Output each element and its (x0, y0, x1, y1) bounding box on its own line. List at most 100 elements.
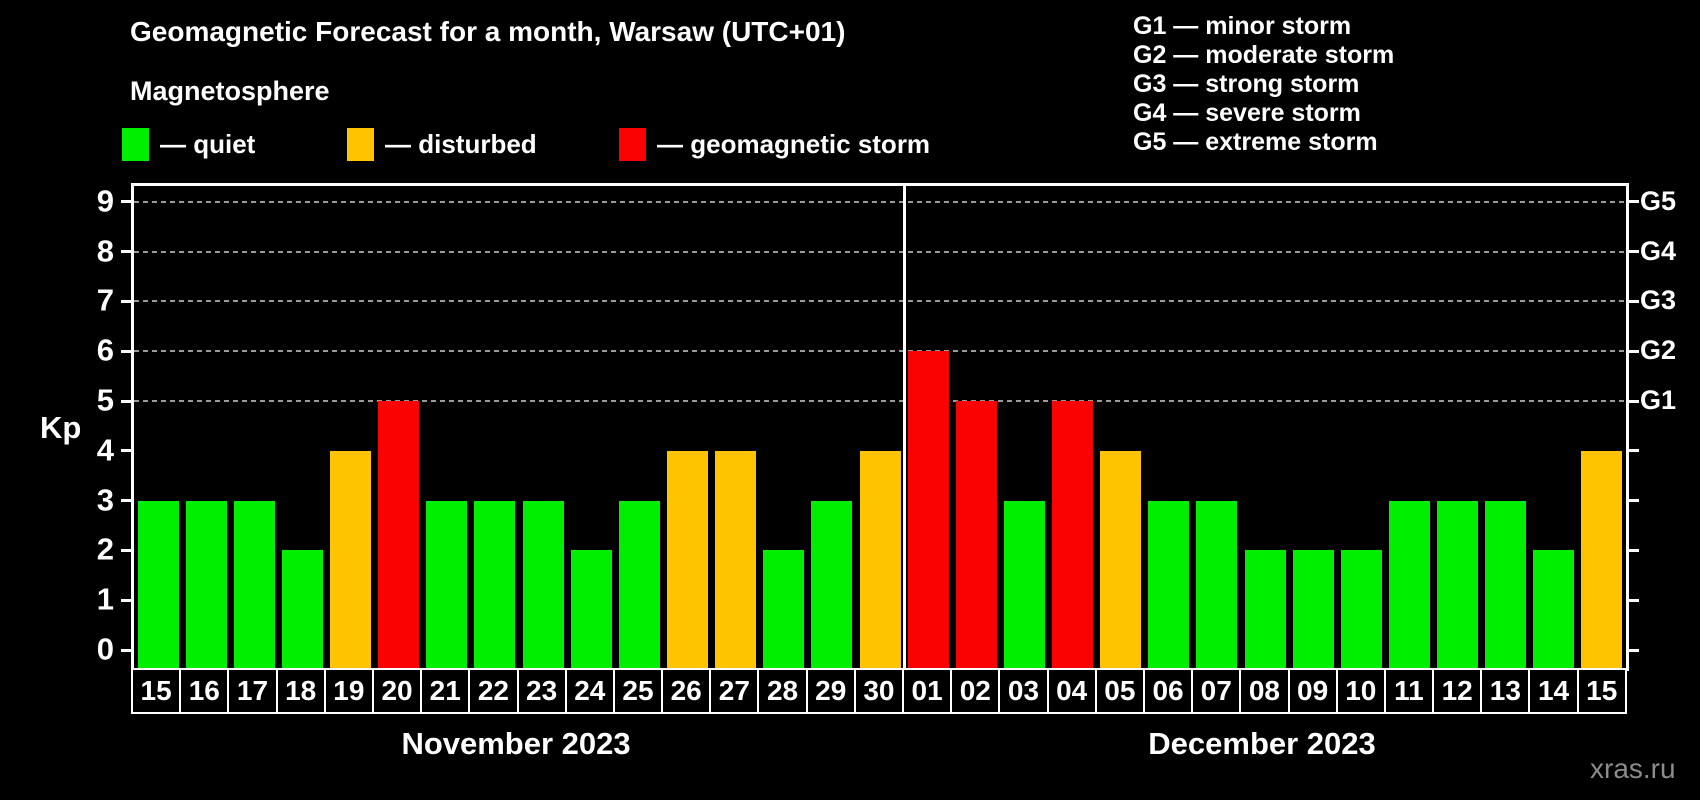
g-legend-line-g2: G2 — moderate storm (1133, 41, 1395, 69)
right-axis-tick-4 (1629, 449, 1639, 453)
right-axis-tick-9 (1629, 200, 1639, 204)
kp-bar-dec-10 (1340, 550, 1382, 671)
y-tick-label-6: 6 (96, 332, 114, 368)
day-cell-nov-24: 24 (564, 670, 613, 712)
kp-bar-dec-09 (1292, 550, 1334, 671)
y-tick-label-4: 4 (96, 432, 114, 468)
y-axis-tick-7 (121, 299, 131, 303)
kp-bar-dec-04 (1052, 401, 1094, 671)
kp-bar-nov-18 (281, 550, 323, 671)
y-axis-tick-4 (121, 449, 131, 453)
kp-bar-nov-19 (330, 450, 372, 671)
y-tick-label-3: 3 (96, 481, 114, 517)
kp-bar-nov-16 (185, 500, 227, 671)
month-labels: November 2023 December 2023 (131, 726, 1623, 768)
legend-label-disturbed: — disturbed (385, 129, 537, 159)
y-tick-label-9: 9 (96, 183, 114, 219)
y-axis-tick-6 (121, 349, 131, 353)
day-cell-dec-08: 08 (1239, 670, 1287, 712)
y-tick-label-7: 7 (96, 282, 114, 318)
quiet-color-swatch (122, 128, 149, 161)
day-cell-nov-16: 16 (179, 670, 227, 712)
storm-color-swatch (619, 128, 646, 161)
day-cell-nov-25: 25 (612, 670, 661, 712)
watermark: xras.ru (1590, 753, 1676, 784)
day-cell-dec-14: 14 (1528, 670, 1576, 712)
kp-bar-dec-12 (1437, 500, 1479, 671)
y-tick-label-2: 2 (96, 531, 114, 567)
day-cell-nov-20: 20 (371, 670, 420, 712)
day-cell-dec-01: 01 (902, 670, 950, 712)
right-axis-tick-1 (1629, 598, 1639, 602)
right-axis-tick-8 (1629, 250, 1639, 254)
legend-item-storm: — geomagnetic storm (619, 128, 930, 161)
g-axis-label-g2: G2 (1640, 335, 1677, 366)
kp-bar-nov-28 (763, 550, 805, 671)
chart-subtitle: Magnetosphere (130, 76, 330, 106)
page-title: Geomagnetic Forecast for a month, Warsaw… (130, 16, 846, 47)
g-scale-legend: G1 — minor storm G2 — moderate storm G3 … (1133, 12, 1394, 157)
right-axis-tick-0 (1629, 648, 1639, 652)
kp-bar-nov-30 (859, 450, 901, 671)
kp-bar-nov-20 (378, 401, 420, 671)
day-cell-nov-29: 29 (805, 670, 854, 712)
kp-bar-nov-21 (426, 500, 468, 671)
g-axis-label-g4: G4 (1640, 235, 1677, 266)
y-tick-label-8: 8 (96, 232, 114, 268)
g-legend-line-g5: G5 — extreme storm (1133, 128, 1378, 156)
right-axis-tick-6 (1629, 349, 1639, 353)
grid-line-kp-7 (134, 300, 1626, 303)
kp-bar-dec-02 (955, 401, 997, 671)
grid-line-kp-8 (134, 250, 1626, 253)
day-cell-dec-03: 03 (998, 670, 1046, 712)
right-axis-tick-2 (1629, 548, 1639, 552)
day-cell-dec-10: 10 (1335, 670, 1384, 712)
day-cell-nov-19: 19 (323, 670, 372, 712)
plot-area: 0 1 2 3 4 5 6 7 8 9 G1 G2 G3 G4 G5 (97, 183, 1676, 671)
day-cell-nov-28: 28 (757, 670, 805, 712)
day-cell-dec-11: 11 (1383, 670, 1432, 712)
day-cell-nov-21: 21 (420, 670, 468, 712)
grid-line-kp-9 (134, 200, 1626, 203)
month-label-december: December 2023 (1148, 726, 1376, 761)
day-cell-nov-15: 15 (140, 675, 172, 706)
g-axis-label-g5: G5 (1640, 185, 1677, 216)
legend-label-storm: — geomagnetic storm (657, 129, 931, 159)
kp-bar-nov-25 (618, 500, 660, 671)
day-cell-dec-15: 15 (1576, 670, 1625, 712)
kp-bar-dec-01 (907, 351, 949, 671)
y-axis-tick-8 (121, 250, 131, 254)
kp-bar-nov-26 (666, 450, 708, 671)
day-cell-dec-13: 13 (1480, 670, 1528, 712)
kp-bar-dec-13 (1485, 500, 1527, 671)
kp-bar-dec-11 (1388, 500, 1430, 671)
day-cell-nov-18: 18 (275, 670, 324, 712)
y-tick-label-1: 1 (96, 581, 114, 617)
day-axis-row: 15 16 17 18 19 20 21 22 23 24 25 26 27 28 29 30 01 02 03 04… (131, 668, 1627, 714)
y-tick-label-5: 5 (96, 382, 114, 418)
kp-bar-nov-17 (233, 500, 275, 671)
kp-bar-dec-07 (1196, 500, 1238, 671)
g-axis-label-g3: G3 (1640, 285, 1677, 316)
day-cell-dec-04: 04 (1046, 670, 1095, 712)
g-axis-label-g1: G1 (1640, 384, 1677, 415)
y-tick-label-0: 0 (96, 631, 114, 667)
day-cell-nov-22: 22 (468, 670, 516, 712)
y-axis-tick-0 (121, 648, 131, 652)
legend-label-quiet: — quiet (160, 129, 256, 159)
right-axis-tick-3 (1629, 499, 1639, 503)
day-cell-dec-06: 06 (1142, 670, 1191, 712)
kp-bar-nov-27 (715, 450, 757, 671)
right-axis-tick-5 (1629, 399, 1639, 403)
day-cell-dec-09: 09 (1287, 670, 1336, 712)
grid-line-kp-6 (134, 350, 1626, 353)
day-cell-nov-26: 26 (661, 670, 709, 712)
y-axis-tick-9 (121, 200, 131, 204)
day-cell-nov-23: 23 (516, 670, 565, 712)
month-label-november: November 2023 (401, 726, 631, 761)
g-legend-line-g1: G1 — minor storm (1133, 12, 1352, 40)
day-cell-dec-05: 05 (1094, 670, 1143, 712)
y-axis-tick-2 (121, 548, 131, 552)
day-cell-dec-02: 02 (950, 670, 998, 712)
